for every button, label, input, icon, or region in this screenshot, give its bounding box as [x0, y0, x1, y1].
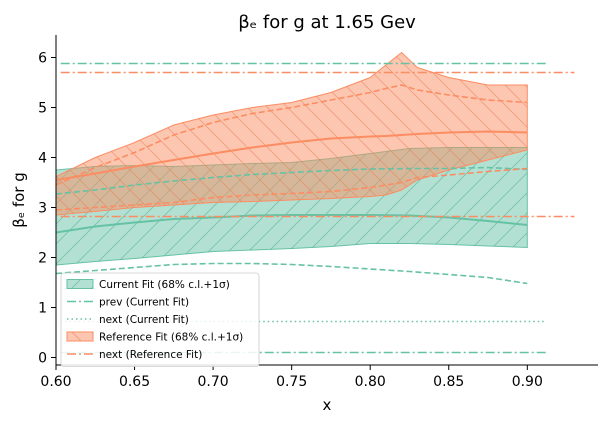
- x-tick-label: 0.70: [198, 374, 229, 390]
- legend-label: next (Current Fit): [99, 314, 189, 326]
- reference-fit-dashed-lower-line: [56, 167, 528, 211]
- x-axis-label: x: [323, 396, 332, 414]
- x-tick-label: 0.75: [276, 374, 307, 390]
- x-tick-label: 0.85: [433, 374, 464, 390]
- x-tick-label: 0.80: [355, 374, 386, 390]
- y-axis-label: βₑ for g: [10, 172, 28, 228]
- chart-legend: Current Fit (68% c.l.+1σ) prev (Current F…: [60, 272, 260, 367]
- reference-fit-hatch: [56, 52, 528, 215]
- y-tick-label: 6: [38, 51, 47, 67]
- x-tick-label: 0.90: [512, 374, 543, 390]
- x-tick-label: 0.65: [119, 374, 150, 390]
- legend-label: Current Fit (68% c.l.+1σ): [99, 279, 230, 291]
- y-tick-label: 3: [38, 201, 47, 217]
- legend-frame: [60, 272, 260, 367]
- legend-swatch-reference-hatch: [67, 332, 93, 341]
- current-fit-dashed-lower-line: [56, 262, 528, 285]
- plot-area: [56, 51, 575, 354]
- legend-label: next (Reference Fit): [99, 349, 202, 361]
- chart-title: βₑ for g at 1.65 Gev: [238, 12, 416, 33]
- y-tick-label: 5: [38, 101, 47, 117]
- reference-fit-central-line: [56, 130, 528, 181]
- y-tick-label: 2: [38, 251, 47, 267]
- y-tick-label: 1: [38, 301, 47, 317]
- reference-fit-dashed-upper-line: [56, 84, 528, 186]
- legend-label: Reference Fit (68% c.l.+1σ): [99, 331, 243, 343]
- x-tick-label: 0.60: [40, 374, 71, 390]
- y-tick-label: 4: [38, 151, 47, 167]
- current-fit-dashed-upper-line: [56, 166, 528, 195]
- legend-label: prev (Current Fit): [99, 296, 189, 308]
- legend-swatch-current-hatch: [67, 279, 93, 289]
- y-tick-label: 0: [38, 351, 47, 367]
- axis-ticks: 0.60 0.65 0.70 0.75 0.80 0.85 0.90 0 1 2 3 4 5 6: [38, 51, 543, 391]
- current-fit-central-line: [56, 214, 528, 234]
